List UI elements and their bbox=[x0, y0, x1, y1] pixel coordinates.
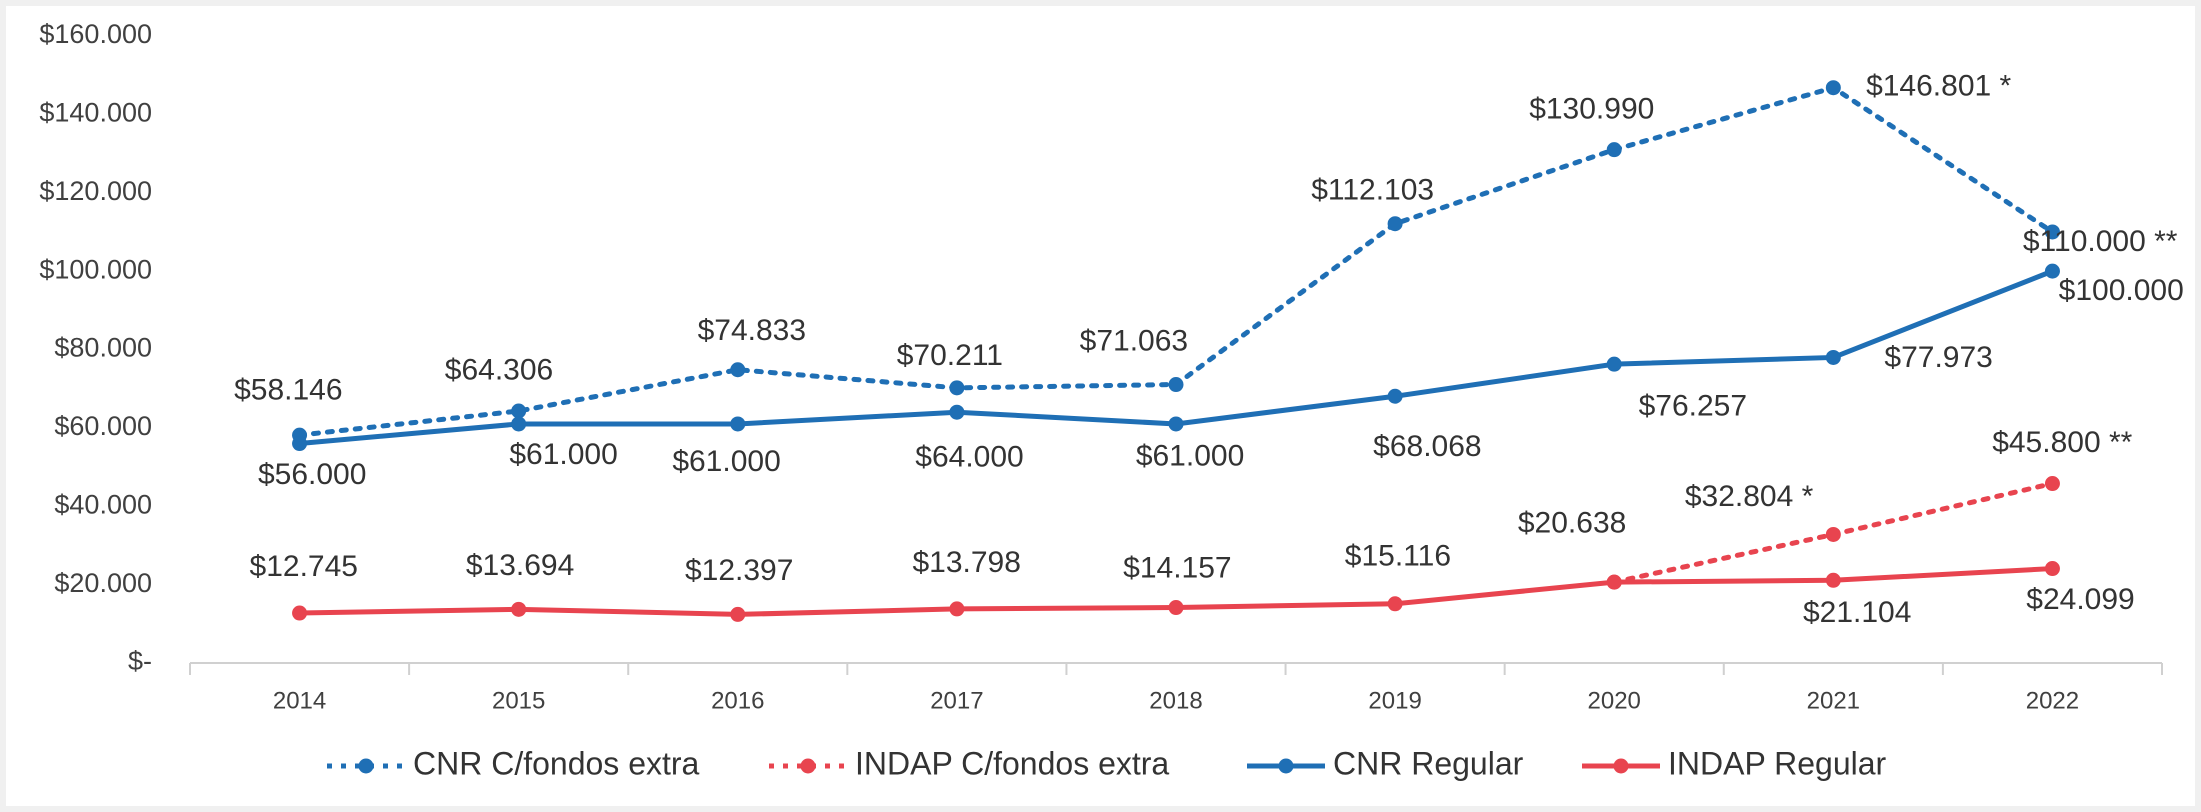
x-tick-label: 2018 bbox=[1149, 687, 1202, 714]
y-tick-label: $100.000 bbox=[39, 254, 152, 284]
data-point bbox=[730, 416, 746, 432]
data-point bbox=[730, 362, 746, 378]
data-point bbox=[1825, 572, 1841, 588]
data-point bbox=[1606, 356, 1622, 372]
data-point bbox=[292, 436, 308, 452]
data-label: $76.257 bbox=[1639, 390, 1747, 423]
x-tick-label: 2016 bbox=[711, 687, 764, 714]
data-label: $61.000 bbox=[672, 445, 780, 478]
data-label: $56.000 bbox=[258, 458, 366, 491]
data-point bbox=[949, 404, 965, 420]
data-label: $71.063 bbox=[1080, 324, 1188, 357]
data-label: $110.000 ** bbox=[2023, 225, 2178, 258]
legend-marker bbox=[1613, 758, 1629, 774]
data-label: $13.798 bbox=[912, 546, 1020, 579]
data-label: $100.000 bbox=[2059, 274, 2184, 307]
x-tick-label: 2021 bbox=[1807, 687, 1860, 714]
data-label: $20.638 bbox=[1518, 506, 1626, 539]
data-point bbox=[1825, 80, 1841, 96]
data-point bbox=[1387, 596, 1403, 612]
data-point bbox=[730, 606, 746, 622]
data-label: $58.146 bbox=[234, 374, 342, 407]
data-point bbox=[949, 601, 965, 617]
data-point bbox=[2044, 561, 2060, 577]
data-point bbox=[1825, 349, 1841, 365]
y-tick-label: $- bbox=[128, 646, 152, 676]
data-point bbox=[1606, 142, 1622, 158]
data-label: $12.397 bbox=[685, 554, 793, 587]
legend-marker bbox=[358, 758, 374, 774]
data-point bbox=[511, 403, 527, 419]
data-point bbox=[1168, 377, 1184, 393]
x-tick-label: 2017 bbox=[930, 687, 983, 714]
data-point bbox=[511, 601, 527, 617]
data-point bbox=[2044, 476, 2060, 492]
y-tick-label: $140.000 bbox=[39, 98, 152, 128]
data-label: $64.000 bbox=[915, 440, 1023, 473]
data-label: $14.157 bbox=[1123, 552, 1231, 585]
data-point bbox=[2044, 263, 2060, 279]
y-tick-label: $60.000 bbox=[54, 411, 152, 441]
y-tick-label: $20.000 bbox=[54, 568, 152, 598]
data-label: $61.000 bbox=[509, 438, 617, 471]
data-label: $74.833 bbox=[698, 314, 806, 347]
data-label: $61.000 bbox=[1136, 440, 1244, 473]
y-tick-label: $80.000 bbox=[54, 333, 152, 363]
y-tick-label: $160.000 bbox=[39, 19, 152, 49]
legend-marker bbox=[1278, 758, 1294, 774]
data-label: $77.973 bbox=[1884, 341, 1992, 374]
data-point bbox=[2044, 224, 2060, 240]
data-point bbox=[1168, 600, 1184, 616]
data-label: $64.306 bbox=[445, 354, 553, 387]
data-point bbox=[1825, 526, 1841, 542]
data-label: $21.104 bbox=[1803, 596, 1911, 629]
data-point bbox=[511, 416, 527, 432]
data-point bbox=[1387, 216, 1403, 232]
data-label: $32.804 * bbox=[1685, 480, 1814, 513]
data-label: $70.211 bbox=[897, 339, 1003, 372]
chart-background bbox=[6, 6, 2195, 806]
data-point bbox=[1387, 388, 1403, 404]
x-tick-label: 2015 bbox=[492, 687, 545, 714]
data-label: $146.801 * bbox=[1866, 70, 2011, 103]
data-point bbox=[292, 605, 308, 621]
legend-label: CNR Regular bbox=[1333, 745, 1524, 781]
x-tick-label: 2022 bbox=[2026, 687, 2079, 714]
data-label: $112.103 bbox=[1311, 173, 1434, 206]
x-tick-label: 2019 bbox=[1368, 687, 1421, 714]
data-label: $13.694 bbox=[466, 549, 574, 582]
data-point bbox=[949, 380, 965, 396]
y-tick-label: $120.000 bbox=[39, 176, 152, 206]
legend-label: CNR C/fondos extra bbox=[413, 745, 700, 781]
y-tick-label: $40.000 bbox=[54, 489, 152, 519]
legend-marker bbox=[800, 758, 816, 774]
x-tick-label: 2014 bbox=[273, 687, 326, 714]
legend-label: INDAP C/fondos extra bbox=[855, 745, 1169, 781]
data-point bbox=[1606, 574, 1622, 590]
x-tick-label: 2020 bbox=[1588, 687, 1641, 714]
data-label: $24.099 bbox=[2026, 583, 2134, 616]
legend-label: INDAP Regular bbox=[1668, 745, 1887, 781]
data-label: $15.116 bbox=[1345, 539, 1451, 572]
data-label: $45.800 ** bbox=[1992, 426, 2132, 459]
data-point bbox=[1168, 416, 1184, 432]
data-label: $68.068 bbox=[1373, 430, 1481, 463]
data-label: $130.990 bbox=[1529, 92, 1654, 125]
data-label: $12.745 bbox=[250, 550, 358, 583]
